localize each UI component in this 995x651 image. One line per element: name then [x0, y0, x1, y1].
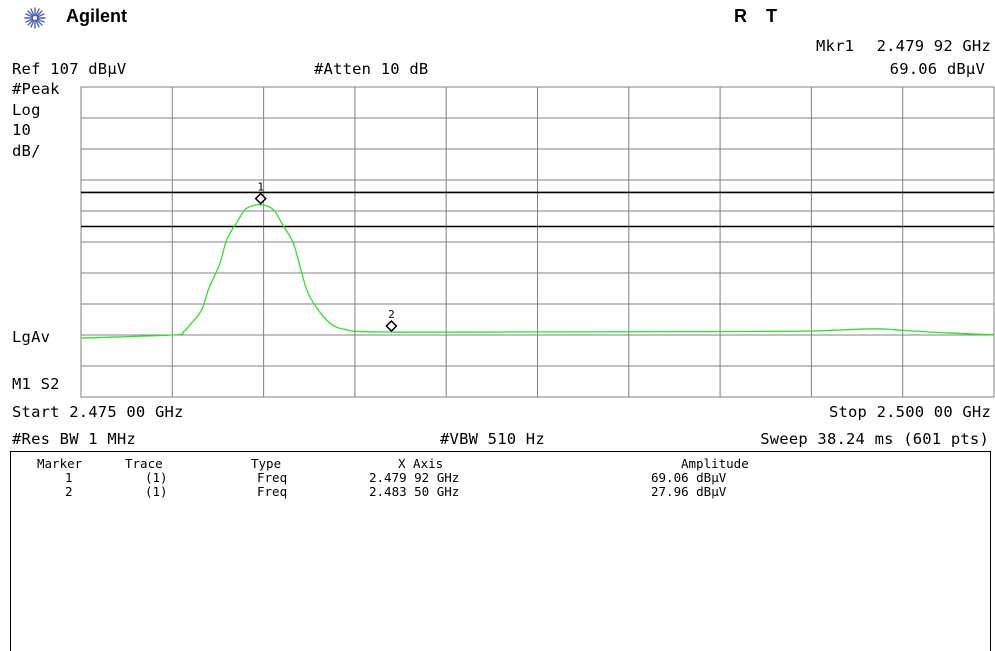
header-amplitude: Amplitude: [681, 456, 749, 471]
marker-diamond-1: [254, 192, 267, 205]
mode-label: M1 S2: [12, 375, 60, 393]
table-row-1-x: 2.479 92 GHz: [369, 470, 460, 485]
table-row-1-trace: (1): [145, 470, 168, 485]
start-frequency: Start 2.475 00 GHz: [12, 403, 184, 421]
table-row-1-type: Freq: [257, 470, 288, 485]
brand-name: Agilent: [66, 6, 127, 26]
marker-label-1: 1: [257, 181, 264, 194]
attenuation: #Atten 10 dB: [314, 60, 429, 78]
ref-level: Ref 107 dBµV: [12, 60, 127, 78]
sweep-info: Sweep 38.24 ms (601 pts): [760, 430, 989, 448]
resolution-bandwidth: #Res BW 1 MHz: [12, 430, 136, 448]
marker-readout-freq: 2.479 92 GHz: [876, 37, 991, 55]
scale-type-label: Log: [12, 101, 41, 119]
stop-frequency: Stop 2.500 00 GHz: [828, 403, 991, 421]
marker-table: Marker Trace Type X Axis Amplitude 1 (1)…: [10, 451, 991, 651]
table-row-2-type: Freq: [257, 484, 288, 499]
header-x-axis: X Axis: [398, 456, 444, 471]
table-row-2-marker: 2: [65, 484, 73, 499]
header-type: Type: [251, 456, 282, 471]
video-bandwidth: #VBW 510 Hz: [440, 430, 545, 448]
table-row-2-x: 2.483 50 GHz: [369, 484, 460, 499]
table-row-2-trace: (1): [145, 484, 168, 499]
header-trace: Trace: [125, 456, 163, 471]
marker-diamond-2: [385, 319, 398, 333]
status-r: R: [734, 6, 747, 26]
spectrum-trace-line: [80, 203, 995, 339]
header-marker: Marker: [37, 456, 83, 471]
status-t: T: [766, 6, 777, 26]
table-row-1-amplitude: 69.06 dBµV: [651, 470, 727, 485]
detector-label: #Peak: [12, 80, 60, 98]
marker-readout-label: Mkr1: [816, 37, 855, 55]
marker-readout-amp: 69.06 dBµV: [889, 60, 985, 78]
table-row-1-marker: 1: [65, 470, 73, 485]
table-row-2-amplitude: 27.96 dBµV: [651, 484, 727, 499]
marker-label-2: 2: [388, 308, 395, 321]
scale-value-label: 10: [12, 121, 32, 139]
agilent-logo-icon: [24, 7, 46, 29]
scale-unit-label: dB/: [12, 142, 41, 160]
avg-type-label: LgAv: [12, 328, 51, 346]
